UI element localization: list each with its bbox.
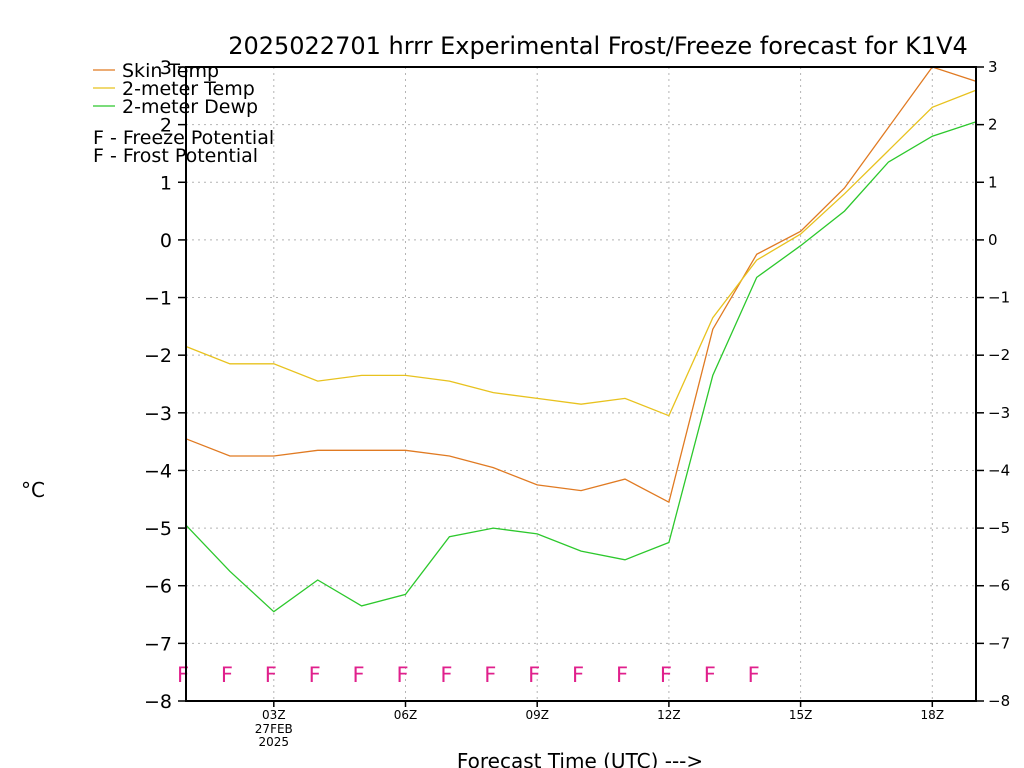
y-tick-label-left: −7 xyxy=(144,633,172,655)
y-tick-label-right: −7 xyxy=(988,634,1010,652)
date-day-label: 27FEB xyxy=(255,722,293,736)
legend-label: 2-meter Temp xyxy=(122,78,255,100)
plot-frame xyxy=(185,66,977,702)
legend-frost: F - Frost Potential xyxy=(93,145,258,167)
y-tick-label-right: −8 xyxy=(988,692,1010,710)
y-tick-label-right: −5 xyxy=(988,519,1010,537)
freeze-flag: F xyxy=(660,663,672,687)
y-tick-label-left: −6 xyxy=(144,576,172,598)
x-tick-label: 09Z xyxy=(525,708,549,722)
y-tick-label-right: 3 xyxy=(988,58,998,76)
y-tick-label-right: 2 xyxy=(988,116,998,134)
freeze-flag: F xyxy=(528,663,540,687)
freeze-flag: F xyxy=(748,663,760,687)
x-tick-label: 18Z xyxy=(921,708,945,722)
y-tick-label-left: 1 xyxy=(160,172,172,194)
y-tick-label-right: −4 xyxy=(988,461,1010,479)
freeze-flag: F xyxy=(353,663,365,687)
legend-freeze: F - Freeze Potential xyxy=(93,127,274,149)
freeze-flag: F xyxy=(177,663,189,687)
x-axis-label: Forecast Time (UTC) ---> xyxy=(457,749,703,768)
y-tick-label-right: 0 xyxy=(988,231,998,249)
y-tick-label-right: −1 xyxy=(988,289,1010,307)
grid-lines xyxy=(186,67,976,701)
y-tick-label-left: −8 xyxy=(144,691,172,713)
freeze-flag: F xyxy=(484,663,496,687)
y-tick-label-left: −2 xyxy=(144,345,172,367)
date-year-label: 2025 xyxy=(259,735,290,749)
y-tick-label-left: −1 xyxy=(144,288,172,310)
freeze-flag: F xyxy=(265,663,277,687)
freeze-flag: F xyxy=(309,663,321,687)
freeze-flag: F xyxy=(616,663,628,687)
series-lines xyxy=(185,66,977,613)
y-tick-label-right: −2 xyxy=(988,346,1010,364)
y-tick-label-left: −3 xyxy=(144,403,172,425)
y-axis-ticks: −8 −8 −7 −7 −6 −6 −5 −5 −4 −4 −3 −3 −2 −2 −1 −1 0 0 1 1 2 2 3 3 xyxy=(144,57,1010,713)
freeze-flag: F xyxy=(704,663,716,687)
series-line-skin-temp xyxy=(185,66,977,504)
x-tick-label: 12Z xyxy=(657,708,681,722)
freeze-flag: F xyxy=(396,663,408,687)
y-tick-label-right: 1 xyxy=(988,173,998,191)
y-tick-label-left: −4 xyxy=(144,460,172,482)
y-tick-label-left: −5 xyxy=(144,518,172,540)
x-tick-label: 03Z xyxy=(262,708,286,722)
y-tick-label-right: −3 xyxy=(988,404,1010,422)
legend-label: 2-meter Dewp xyxy=(122,96,258,118)
x-tick-label: 06Z xyxy=(394,708,418,722)
series-line-2-meter-temp xyxy=(185,89,977,417)
freeze-flag: F xyxy=(221,663,233,687)
series-line-2-meter-dewp xyxy=(185,121,977,613)
y-tick-label-left: 2 xyxy=(160,115,172,137)
y-tick-label-left: 0 xyxy=(160,230,172,252)
x-tick-label: 15Z xyxy=(789,708,813,722)
freeze-flag: F xyxy=(572,663,584,687)
y-tick-label-left: 3 xyxy=(160,57,172,79)
chart-title: 2025022701 hrrr Experimental Frost/Freez… xyxy=(228,32,968,60)
y-axis-label: °C xyxy=(21,478,45,502)
freeze-flag: F xyxy=(440,663,452,687)
y-tick-label-right: −6 xyxy=(988,577,1010,595)
legend-label: Skin Temp xyxy=(122,60,219,82)
